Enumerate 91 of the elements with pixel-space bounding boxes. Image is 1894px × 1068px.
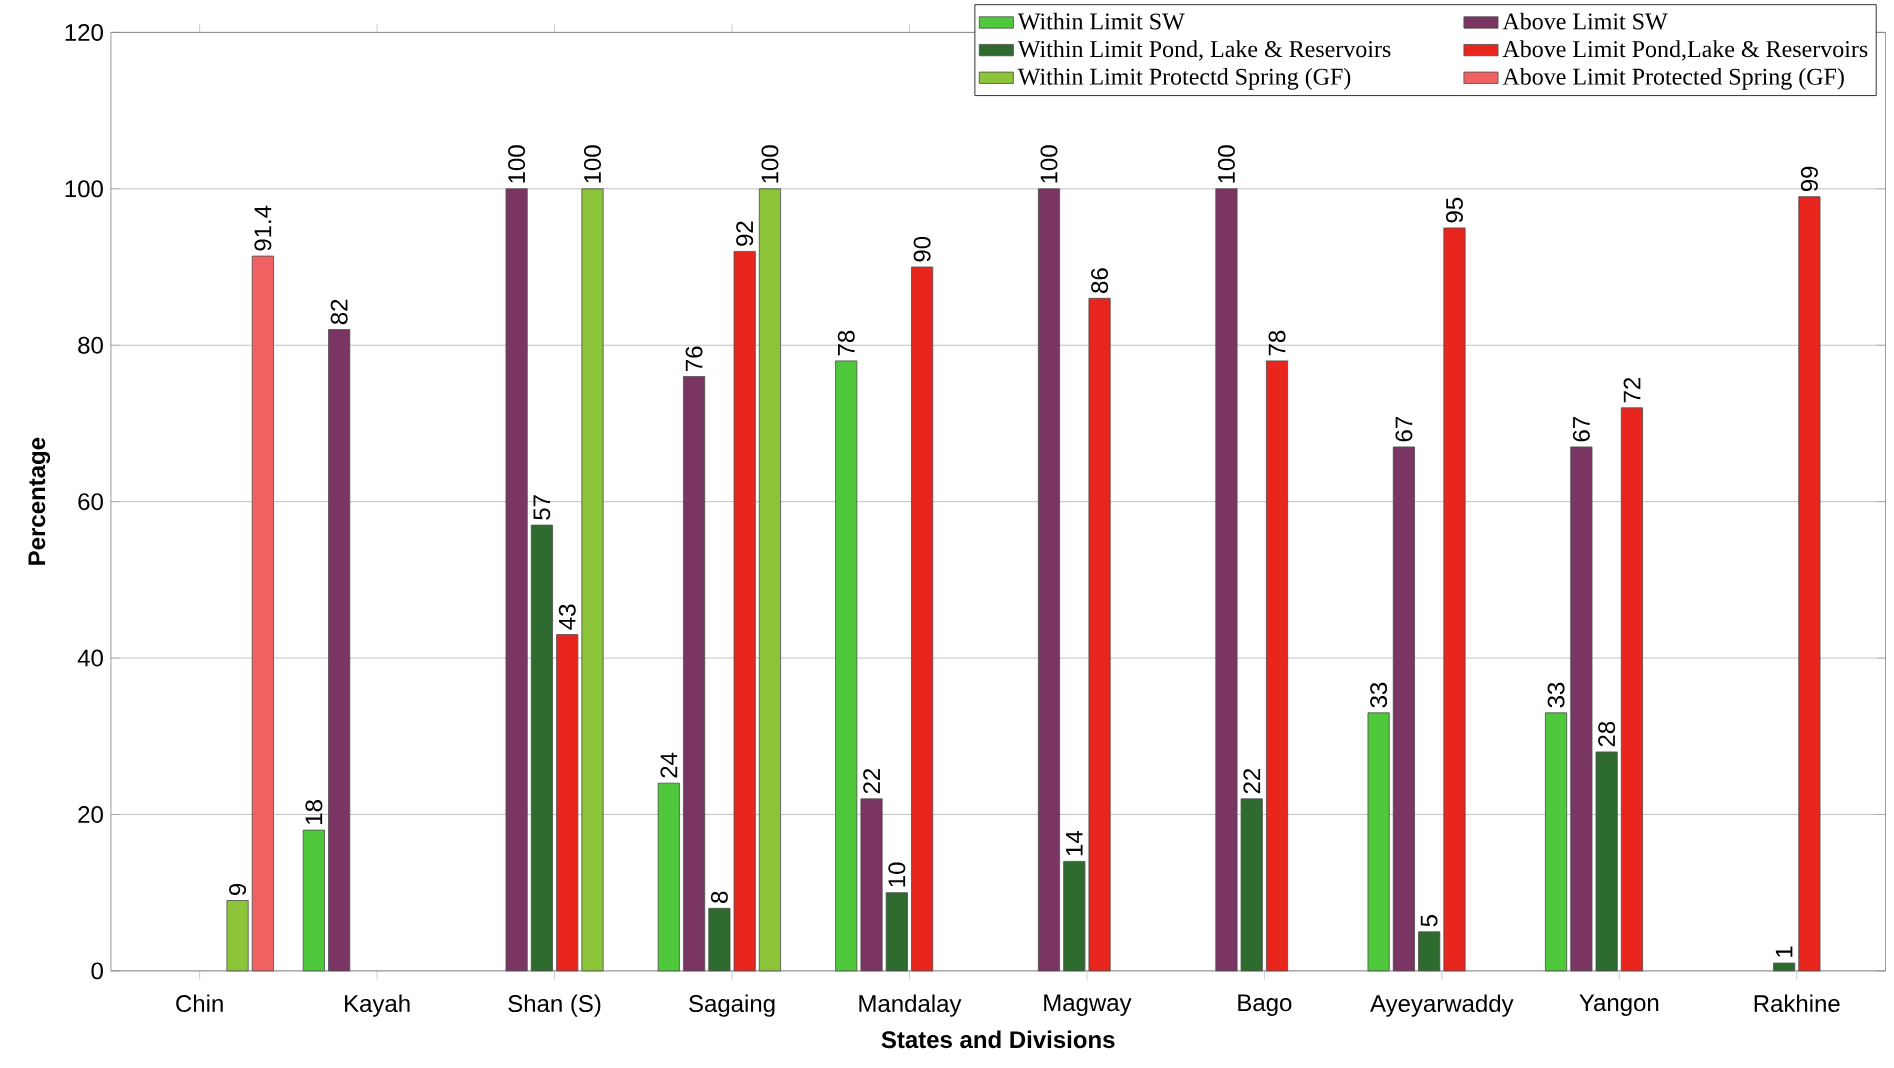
x-tick-label: Mandalay xyxy=(859,994,962,1017)
data-label: 67 xyxy=(1572,416,1590,442)
data-label: 100 xyxy=(1217,145,1235,183)
data-label: 95 xyxy=(1446,197,1463,223)
x-tick-label: Chin xyxy=(176,994,223,1013)
x-tick-label: Rakhine xyxy=(1754,994,1840,1013)
bar xyxy=(1595,751,1618,972)
legend-label: Within Limit Pond, Lake & Reservoirs xyxy=(1017,40,1391,61)
bar xyxy=(885,892,908,972)
x-tick-label: Ayeyarwaddy xyxy=(1370,994,1514,1017)
bar xyxy=(302,829,325,972)
x-tick-label: Kayah xyxy=(345,994,410,1017)
bar xyxy=(1063,860,1086,972)
data-label: 5 xyxy=(1420,915,1438,927)
data-label: 18 xyxy=(305,800,323,824)
legend-label: Above Limit Protected Spring (GF) xyxy=(1502,67,1844,90)
bar xyxy=(911,266,934,972)
bar xyxy=(581,188,604,972)
data-label: 57 xyxy=(533,495,551,520)
bar xyxy=(1443,227,1466,972)
y-tick-label: 40 xyxy=(77,649,103,667)
bar xyxy=(1545,712,1568,972)
y-tick-label: 100 xyxy=(65,180,103,198)
bar xyxy=(556,634,579,972)
data-label: 28 xyxy=(1598,721,1616,747)
bar xyxy=(758,188,781,972)
bar xyxy=(860,798,883,972)
legend-label: Above Limit Pond,Lake & Reservoirs xyxy=(1502,40,1868,61)
bar xyxy=(328,329,351,972)
data-label: 86 xyxy=(1091,268,1109,293)
y-tick-label: 0 xyxy=(91,962,103,980)
legend-label: Above Limit SW xyxy=(1502,12,1668,30)
bar xyxy=(1240,798,1263,972)
bar xyxy=(1367,712,1390,972)
bar xyxy=(708,907,731,972)
data-label: 33 xyxy=(1547,682,1565,708)
bar xyxy=(226,900,249,972)
data-label: 22 xyxy=(1243,768,1261,794)
data-label: 100 xyxy=(584,145,601,183)
x-tick-label: Shan (S) xyxy=(508,994,601,1017)
data-label: 1 xyxy=(1775,946,1793,957)
y-tick-label: 80 xyxy=(78,336,103,354)
bar xyxy=(1037,188,1061,972)
data-label: 76 xyxy=(685,346,703,371)
bar xyxy=(1773,962,1796,972)
y-tick-label: 20 xyxy=(78,805,103,823)
bar xyxy=(835,360,858,972)
bar xyxy=(733,250,756,972)
data-label: 78 xyxy=(837,330,855,356)
data-label: 91.4 xyxy=(254,205,272,251)
data-label: 100 xyxy=(761,145,779,183)
y-axis-title: Percentage xyxy=(28,437,51,565)
x-tick-label: Yangon xyxy=(1579,994,1659,1016)
data-label: 22 xyxy=(863,768,880,794)
x-tick-label: Bago xyxy=(1238,994,1292,1016)
data-label: 14 xyxy=(1066,830,1083,856)
data-label: 99 xyxy=(1800,166,1818,192)
data-label: 10 xyxy=(888,862,906,887)
bar xyxy=(1798,196,1821,972)
data-label: 78 xyxy=(1268,330,1286,356)
data-label: 100 xyxy=(508,145,526,183)
data-label: 90 xyxy=(913,236,931,262)
data-label: 67 xyxy=(1395,416,1413,442)
data-label: 92 xyxy=(736,221,754,246)
data-label: 100 xyxy=(1040,145,1058,183)
bar xyxy=(1265,360,1289,972)
bar xyxy=(505,188,528,972)
data-label: 43 xyxy=(558,604,576,630)
bar xyxy=(1215,188,1238,972)
bar xyxy=(1570,446,1593,972)
bar xyxy=(1088,297,1111,972)
data-label: 82 xyxy=(330,299,348,325)
data-label: 9 xyxy=(229,883,247,895)
data-label: 24 xyxy=(660,752,678,778)
data-label: 8 xyxy=(710,891,728,903)
x-axis-title: States and Divisions xyxy=(881,1030,1115,1049)
y-tick-label: 60 xyxy=(78,493,103,511)
bar xyxy=(1620,407,1643,972)
bar xyxy=(657,782,680,972)
x-tick-label: Magway xyxy=(1044,994,1132,1016)
data-label: 33 xyxy=(1370,682,1388,708)
x-tick-label: Sagaing xyxy=(689,994,775,1017)
bar xyxy=(530,524,553,972)
bar xyxy=(683,376,706,972)
bar xyxy=(1392,446,1415,972)
bar xyxy=(251,255,274,972)
data-label: 72 xyxy=(1623,377,1641,403)
y-tick-label: 120 xyxy=(65,23,103,41)
legend-label: Within Limit SW xyxy=(1017,12,1185,30)
legend-label: Within Limit Protectd Spring (GF) xyxy=(1017,67,1351,90)
bar xyxy=(1418,931,1441,972)
